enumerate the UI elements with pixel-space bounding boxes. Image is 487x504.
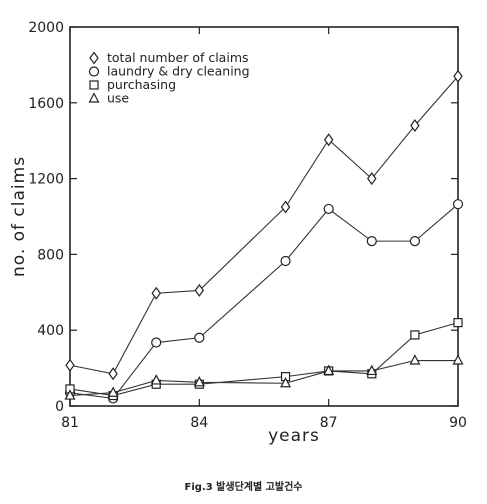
data-point-diamond — [323, 133, 334, 147]
y-tick-label: 400 — [37, 323, 64, 339]
x-tick-label: 81 — [61, 415, 79, 431]
data-point-triangle — [409, 354, 421, 365]
data-point-triangle — [193, 376, 205, 387]
y-tick-label: 800 — [37, 247, 64, 263]
series-line-0 — [69, 75, 459, 375]
y-tick-label: 2000 — [28, 20, 64, 36]
data-point-diamond — [151, 286, 161, 300]
legend-marker-square — [89, 80, 99, 90]
legend-label: purchasing — [107, 77, 176, 92]
plot-frame — [69, 26, 459, 407]
series-line-1 — [69, 203, 459, 400]
y-tick-label: 1200 — [28, 172, 64, 188]
legend-label: laundry & dry cleaning — [107, 64, 250, 79]
data-point-diamond — [65, 358, 75, 372]
data-point-triangle — [107, 386, 119, 397]
y-tick-label: 0 — [55, 399, 64, 415]
data-point-triangle — [323, 364, 335, 376]
data-point-triangle — [452, 354, 464, 365]
data-point-circle — [409, 236, 420, 247]
data-point-square — [453, 318, 463, 328]
series-line-2 — [69, 322, 459, 397]
x-tick-label: 87 — [320, 415, 338, 431]
data-point-triangle — [366, 364, 378, 376]
legend-label: use — [107, 91, 129, 106]
legend-marker-circle — [88, 66, 100, 77]
x-tick-label: 84 — [190, 415, 208, 431]
data-point-square — [410, 330, 420, 340]
y-tick-label: 1600 — [28, 96, 64, 112]
data-point-circle — [323, 203, 334, 215]
data-point-diamond — [194, 283, 205, 297]
y-axis-title: no. of claims — [9, 156, 29, 277]
data-point-circle — [280, 255, 291, 267]
line-chart: 0 400 800 1200 1600 2000 81 84 87 90 total number… — [9, 20, 467, 446]
data-point-diamond — [410, 119, 420, 133]
legend-marker-diamond — [89, 51, 99, 65]
figure-caption: Fig.3 발생단계별 고발건수 — [184, 482, 303, 493]
x-axis-title: years — [268, 426, 320, 446]
x-tick-label: 90 — [449, 415, 467, 431]
data-point-circle — [194, 332, 205, 343]
data-point-circle — [151, 337, 162, 348]
data-point-triangle — [64, 389, 76, 400]
data-point-circle — [366, 236, 377, 247]
data-point-diamond — [453, 69, 463, 83]
data-point-diamond — [367, 172, 377, 186]
data-point-circle — [452, 199, 464, 210]
data-point-diamond — [108, 367, 118, 381]
data-point-triangle — [280, 376, 292, 388]
data-point-triangle — [150, 374, 162, 385]
legend-label: total number of claims — [107, 50, 249, 65]
legend-marker-triangle — [88, 92, 100, 103]
data-point-diamond — [280, 200, 291, 214]
